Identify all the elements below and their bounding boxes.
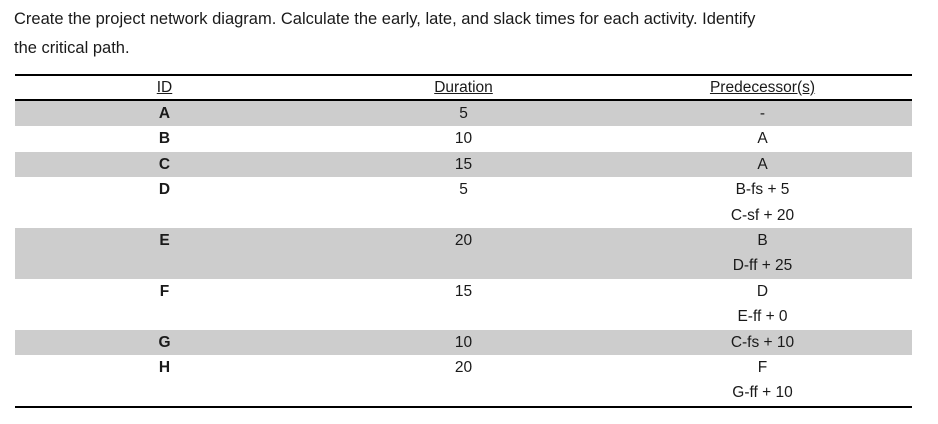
duration-cell: 20 bbox=[314, 228, 613, 279]
duration-cell: 15 bbox=[454, 282, 473, 300]
predecessor-line: B bbox=[757, 232, 768, 250]
table-row-h: H 20 F G-ff + 10 bbox=[15, 355, 912, 407]
duration-cell: 15 bbox=[314, 151, 613, 178]
activity-id-cell: F bbox=[159, 282, 170, 300]
duration-cell: 5 bbox=[459, 181, 468, 199]
activity-id-cell: E bbox=[15, 228, 314, 279]
table-row-b: B 10 A bbox=[15, 126, 912, 151]
activity-id-cell: H bbox=[158, 359, 171, 377]
predecessor-line: D bbox=[756, 282, 769, 300]
predecessor-line: C-fs + 10 bbox=[730, 333, 795, 351]
predecessor-line: A bbox=[757, 155, 768, 173]
predecessor-cell: A bbox=[613, 126, 912, 151]
activity-id-cell: A bbox=[15, 100, 314, 127]
duration-cell: 10 bbox=[454, 130, 473, 148]
table-row-e: E 20 B D-ff + 25 bbox=[15, 228, 912, 279]
duration-cell: 20 bbox=[454, 359, 473, 377]
activity-id-cell: D bbox=[158, 181, 171, 199]
predecessor-cell: D E-ff + 0 bbox=[613, 279, 912, 330]
predecessor-line: E-ff + 0 bbox=[737, 308, 788, 326]
predecessor-cell: - bbox=[613, 100, 912, 127]
prompt-line-2: the critical path. bbox=[14, 39, 130, 57]
activity-table: ID Duration Predecessor(s) A 5 - B 10 A bbox=[15, 74, 912, 408]
table-row-d: D 5 B-fs + 5 C-sf + 20 bbox=[15, 177, 912, 228]
column-header-id: ID bbox=[156, 79, 173, 96]
prompt-line-1: Create the project network diagram. Calc… bbox=[14, 10, 756, 28]
table-row-a: A 5 - bbox=[15, 100, 912, 127]
table-row-g: G 10 C-fs + 10 bbox=[15, 329, 912, 356]
predecessor-cell: C-fs + 10 bbox=[613, 329, 912, 356]
table-row-c: C 15 A bbox=[15, 151, 912, 178]
predecessor-line: C-sf + 20 bbox=[730, 206, 795, 224]
predecessor-line: A bbox=[757, 130, 768, 148]
column-header-predecessors: Predecessor(s) bbox=[709, 79, 816, 96]
predecessor-cell: B D-ff + 25 bbox=[613, 228, 912, 279]
predecessor-cell: F G-ff + 10 bbox=[613, 355, 912, 407]
duration-cell: 5 bbox=[314, 100, 613, 127]
predecessor-line: G-ff + 10 bbox=[732, 384, 793, 402]
prompt-text: Create the project network diagram. Calc… bbox=[14, 5, 926, 63]
predecessor-line: - bbox=[759, 105, 766, 122]
predecessor-line: F bbox=[757, 359, 768, 377]
column-header-duration: Duration bbox=[434, 79, 493, 96]
predecessor-cell: B-fs + 5 C-sf + 20 bbox=[613, 177, 912, 228]
activity-id-cell: B bbox=[158, 130, 171, 148]
duration-cell: 10 bbox=[314, 329, 613, 356]
table-row-f: F 15 D E-ff + 0 bbox=[15, 279, 912, 330]
predecessor-cell: A bbox=[613, 151, 912, 178]
predecessor-line: B-fs + 5 bbox=[735, 181, 790, 199]
activity-id-cell: C bbox=[15, 151, 314, 178]
predecessor-line: D-ff + 25 bbox=[732, 257, 793, 275]
table-header: ID Duration Predecessor(s) bbox=[15, 75, 912, 100]
activity-id-cell: G bbox=[15, 329, 314, 356]
